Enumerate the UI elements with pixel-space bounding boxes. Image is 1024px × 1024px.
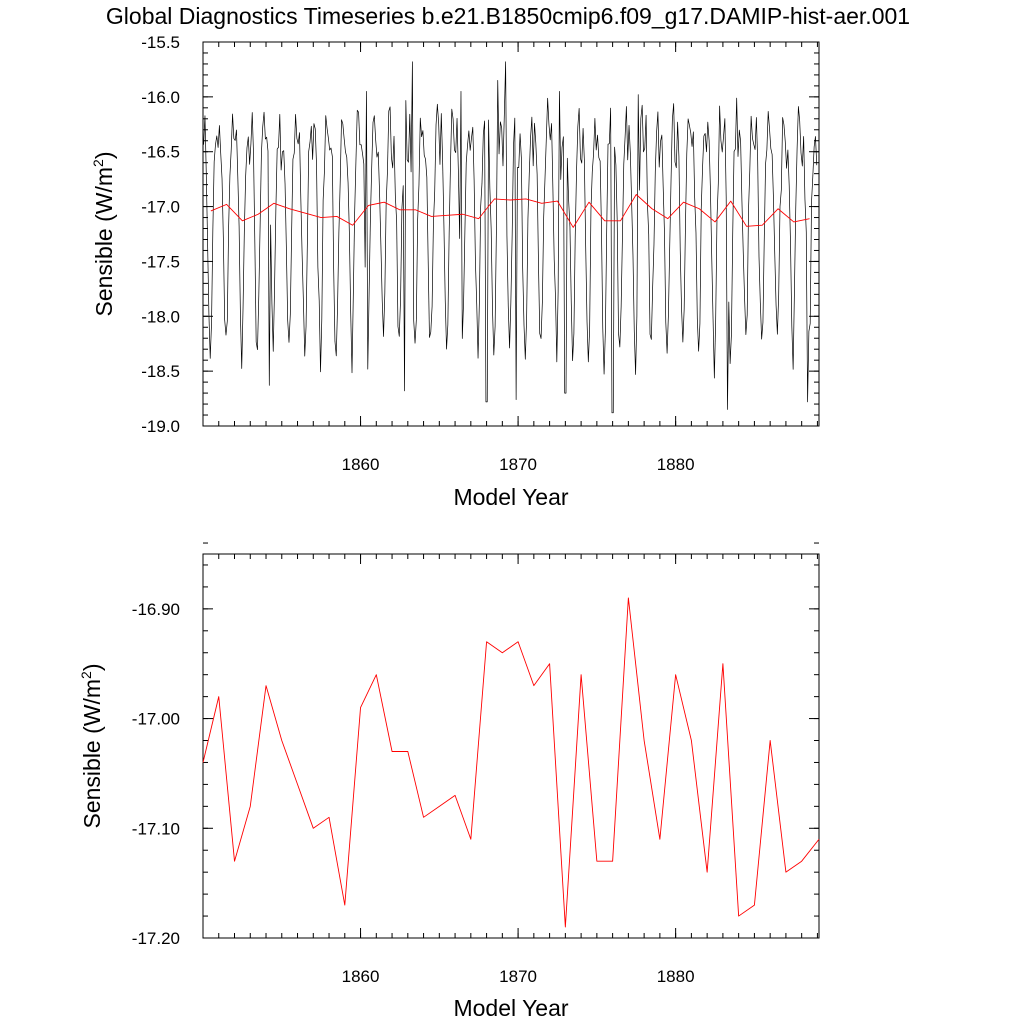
bottom-x-axis-label: Model Year — [453, 995, 568, 1021]
top-plot-frame — [202, 41, 820, 427]
x-tick-label: 1870 — [499, 967, 537, 986]
y-tick-label: -19.0 — [141, 417, 180, 436]
y-tick-label: -16.90 — [132, 600, 180, 619]
annual-mean-series-line — [202, 597, 820, 928]
bottom-y-axis-label: Sensible (W/m2) — [78, 663, 105, 828]
y-tick-label: -17.0 — [141, 198, 180, 217]
bottom-axis-ticks: 1860 1870 1880 -17.20 -17.10 -17.00 -16.90 — [132, 542, 819, 986]
top-x-axis-label: Model Year — [453, 484, 568, 510]
monthly-series-line — [203, 61, 818, 414]
y-tick-label: -16.5 — [141, 143, 180, 162]
y-tick-label: -18.5 — [141, 362, 180, 381]
y-tick-label: -17.10 — [132, 819, 180, 838]
bottom-plot-frame — [202, 553, 820, 939]
y-tick-label: -17.00 — [132, 710, 180, 729]
x-tick-label: 1880 — [657, 967, 695, 986]
annual-mean-series-line — [210, 194, 810, 228]
x-tick-label: 1880 — [657, 455, 695, 474]
x-tick-label: 1870 — [499, 455, 537, 474]
y-tick-label: -15.5 — [141, 33, 180, 52]
figure-title: Global Diagnostics Timeseries b.e21.B185… — [106, 3, 910, 29]
x-tick-label: 1860 — [342, 967, 380, 986]
y-tick-label: -17.20 — [132, 929, 180, 948]
bottom-chart-panel: 1860 1870 1880 -17.20 -17.10 -17.00 -16.90 Mod… — [78, 542, 820, 1021]
y-tick-label: -16.0 — [141, 88, 180, 107]
y-tick-label: -18.0 — [141, 307, 180, 326]
top-axis-ticks: 1860 1870 1880 -19.0 -18.5 -18.0 -17.5 -17.0 -16… — [141, 33, 819, 474]
top-y-axis-label: Sensible (W/m2) — [90, 151, 117, 316]
top-series-lines — [203, 61, 818, 414]
bottom-series-lines — [202, 597, 820, 928]
x-tick-label: 1860 — [342, 455, 380, 474]
top-chart-panel: 1860 1870 1880 -19.0 -18.5 -18.0 -17.5 -17.0 -16… — [90, 33, 820, 510]
y-tick-label: -17.5 — [141, 252, 180, 271]
